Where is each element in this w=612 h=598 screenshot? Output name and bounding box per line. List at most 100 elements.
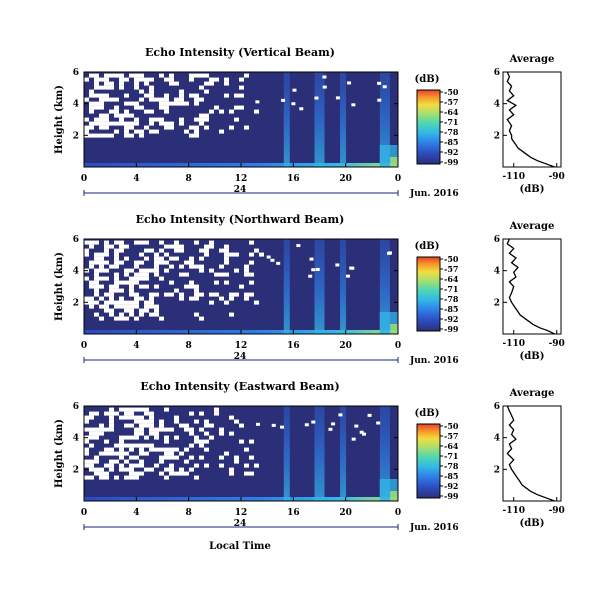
- missing-data: [179, 292, 184, 297]
- missing-data: [94, 276, 99, 281]
- missing-data: [129, 463, 134, 468]
- missing-data: [270, 258, 275, 262]
- missing-data: [154, 292, 159, 297]
- missing-data: [114, 97, 119, 102]
- profile-y-tick-label: 2: [494, 465, 500, 475]
- missing-data: [89, 264, 94, 269]
- missing-data: [229, 312, 234, 317]
- missing-data: [199, 256, 204, 261]
- panel-title: Echo Intensity (Eastward Beam): [140, 380, 339, 393]
- missing-data: [149, 85, 154, 90]
- missing-data: [99, 113, 104, 118]
- missing-data: [149, 467, 154, 472]
- missing-data: [377, 81, 382, 85]
- missing-data: [109, 97, 114, 102]
- echo-patch: [390, 157, 398, 167]
- missing-data: [94, 292, 99, 297]
- missing-data: [139, 129, 144, 134]
- missing-data: [89, 125, 94, 130]
- missing-data: [134, 260, 139, 265]
- colorbar-tick-label: -50: [444, 87, 459, 97]
- missing-data: [134, 85, 139, 90]
- missing-data: [224, 244, 229, 249]
- y-axis-label: Height (km): [54, 419, 65, 488]
- missing-data: [276, 261, 281, 265]
- missing-data: [159, 471, 164, 476]
- missing-data: [179, 97, 184, 102]
- missing-data: [164, 105, 169, 110]
- missing-data: [119, 296, 124, 301]
- missing-data: [114, 256, 119, 261]
- missing-data: [209, 240, 214, 245]
- missing-data: [219, 463, 224, 468]
- missing-data: [99, 77, 104, 82]
- missing-data: [84, 117, 89, 122]
- echo-band: [314, 72, 325, 167]
- missing-data: [109, 264, 114, 269]
- profile-frame: [502, 238, 562, 335]
- missing-data: [322, 85, 327, 89]
- missing-data: [109, 451, 114, 456]
- missing-data: [114, 240, 119, 245]
- missing-data: [331, 422, 336, 426]
- colorbar-tick-label: -92: [444, 481, 458, 491]
- missing-data: [119, 300, 124, 305]
- missing-data: [199, 316, 204, 321]
- missing-data: [139, 308, 144, 313]
- missing-data: [134, 407, 139, 412]
- missing-data: [169, 451, 174, 456]
- echo-band: [379, 406, 390, 501]
- missing-data: [139, 73, 144, 78]
- missing-data: [169, 81, 174, 86]
- missing-data: [89, 475, 94, 480]
- missing-data: [99, 252, 104, 257]
- missing-data: [89, 427, 94, 432]
- missing-data: [351, 103, 356, 107]
- missing-data: [84, 276, 89, 281]
- colorbar-tick-label: -78: [444, 461, 459, 471]
- missing-data: [219, 272, 224, 277]
- missing-data: [214, 407, 219, 412]
- missing-data: [114, 459, 119, 464]
- missing-data: [184, 260, 189, 265]
- missing-data: [104, 240, 109, 245]
- missing-data: [124, 451, 129, 456]
- missing-data: [199, 97, 204, 102]
- missing-data: [154, 260, 159, 265]
- missing-data: [134, 81, 139, 86]
- missing-data: [244, 125, 249, 130]
- missing-data: [119, 447, 124, 452]
- missing-data: [119, 288, 124, 293]
- missing-data: [139, 415, 144, 420]
- missing-data: [94, 459, 99, 464]
- missing-data: [119, 77, 124, 82]
- missing-data: [129, 73, 134, 78]
- missing-data: [209, 109, 214, 114]
- missing-data: [94, 288, 99, 293]
- colorbar-tick-label: -92: [444, 147, 458, 157]
- missing-data: [84, 296, 89, 301]
- missing-data: [104, 427, 109, 432]
- missing-data: [159, 419, 164, 424]
- missing-data: [179, 93, 184, 98]
- missing-data: [109, 121, 114, 126]
- missing-data: [89, 121, 94, 126]
- missing-data: [144, 284, 149, 289]
- missing-data: [149, 415, 154, 420]
- missing-data: [139, 447, 144, 452]
- missing-data: [104, 121, 109, 126]
- missing-data: [169, 264, 174, 269]
- missing-data: [149, 447, 154, 452]
- missing-data: [134, 455, 139, 460]
- missing-data: [129, 113, 134, 118]
- missing-data: [184, 272, 189, 277]
- missing-data: [139, 77, 144, 82]
- missing-data: [164, 97, 169, 102]
- missing-data: [174, 256, 179, 261]
- missing-data: [109, 423, 114, 428]
- missing-data: [104, 133, 109, 138]
- missing-data: [164, 407, 169, 412]
- profile-title: Average: [509, 221, 555, 232]
- missing-data: [280, 425, 285, 429]
- missing-data: [184, 471, 189, 476]
